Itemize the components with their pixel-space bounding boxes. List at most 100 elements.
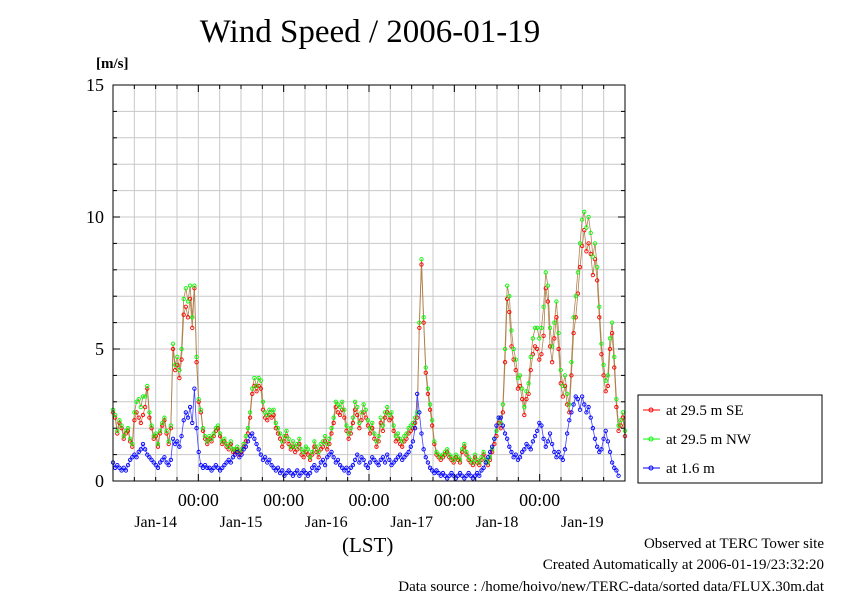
data-point [359,455,364,460]
data-point [320,439,326,444]
data-point [449,470,454,476]
data-point [226,447,231,452]
data-point [380,423,386,428]
data-point [127,436,133,441]
data-point [440,455,446,460]
data-point [307,457,313,463]
data-point [175,439,180,444]
data-point [565,391,570,397]
data-point [316,455,321,460]
data-point [179,433,184,439]
data-point [438,457,443,463]
data-point [310,465,315,470]
data-point [310,452,315,457]
data-point [256,447,261,452]
data-point [539,352,544,357]
data-point [151,460,156,465]
data-point [455,457,461,463]
data-point [427,402,433,407]
data-point [329,449,334,455]
data-point [331,420,336,426]
data-point [282,473,287,478]
data-point [513,367,518,373]
data-point [532,344,538,349]
data-point [425,391,431,397]
data-point [185,299,191,304]
data-point [331,455,336,460]
data-point [290,439,296,444]
data-point [380,428,386,433]
data-point [616,428,621,433]
data-point [340,465,345,470]
data-point [340,407,345,412]
x-day-label: Jan-19 [561,514,604,531]
data-point [183,410,188,415]
data-point [387,457,392,463]
data-point [475,470,480,476]
data-point [526,444,531,449]
data-point [445,449,450,455]
data-point [222,463,227,468]
data-point [142,447,148,452]
data-point [393,439,398,444]
data-point [168,423,173,428]
data-point [295,468,300,473]
data-point [517,383,523,389]
data-point [155,444,161,449]
data-point [402,439,407,444]
data-point [211,431,216,436]
data-point [258,452,263,457]
data-point [282,433,287,439]
data-point [232,447,238,452]
x-day-label: Jan-17 [390,514,433,531]
data-point [545,299,551,304]
data-point [119,423,124,428]
data-point [117,465,122,470]
data-point [211,465,216,470]
data-point [357,420,362,426]
data-point [320,457,326,463]
data-point [243,433,248,439]
data-point [226,457,231,463]
data-point [192,283,197,288]
data-point [397,436,403,441]
data-point [494,428,499,433]
data-point [153,433,159,439]
data-point [442,473,448,478]
x-day-label: Jan-14 [134,514,177,531]
data-point [481,465,486,470]
data-point [612,365,617,370]
data-point [389,415,394,420]
data-point [447,455,452,460]
data-point [325,441,330,447]
data-point [547,344,553,349]
data-point [322,433,328,439]
data-point [230,449,236,455]
data-point [160,457,165,463]
data-point [337,412,343,418]
data-point [280,468,285,473]
data-point [314,468,319,473]
data-point [164,428,169,433]
legend-swatch-marker [648,436,654,442]
data-point [168,426,173,431]
data-point [462,476,467,481]
data-point [123,468,129,473]
data-point [395,455,401,460]
data-point [367,460,373,465]
data-point [337,404,343,410]
data-point [340,399,345,404]
data-point [445,476,450,481]
data-point [571,315,576,320]
y-tick-label: 0 [95,471,104,491]
data-point [415,415,420,420]
data-point [217,431,223,436]
data-point [179,357,184,362]
data-point [145,452,150,457]
data-point [391,428,396,433]
data-point [237,455,242,460]
x-hour-label: 00:00 [348,490,389,510]
data-point [575,270,581,275]
data-point [558,455,563,460]
data-point [164,460,169,465]
